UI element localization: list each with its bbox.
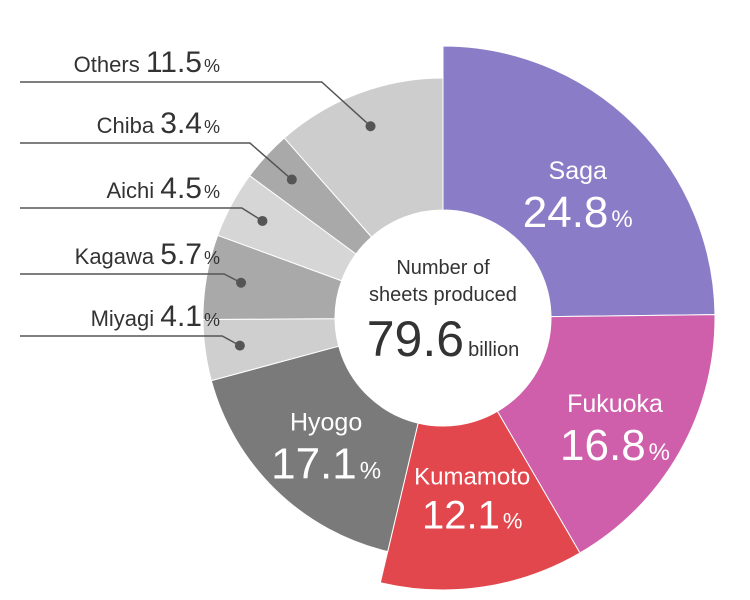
leader-dot-kagawa — [236, 277, 247, 288]
leader-line-others — [20, 81, 372, 127]
center-text: Number of sheets produced 79.6 billion — [367, 257, 519, 367]
leader-dot-others — [365, 121, 376, 132]
slice-label-kumamoto: Kumamoto — [414, 464, 530, 491]
leader-group — [20, 81, 376, 351]
leader-label-aichi: Aichi 4.5% — [106, 172, 220, 205]
center-total-value: 79.6 — [367, 311, 464, 367]
center-total-unit: billion — [468, 339, 519, 361]
center-caption-line2: sheets produced — [369, 284, 517, 306]
center-total: 79.6 billion — [367, 311, 519, 367]
leader-line-kagawa — [20, 273, 242, 284]
leader-dot-aichi — [257, 215, 268, 226]
leader-line-chiba — [20, 142, 293, 181]
slice-value-hyogo: 17.1% — [271, 440, 381, 489]
leader-label-others: Others 11.5% — [74, 46, 220, 79]
slice-group — [202, 45, 716, 591]
slice-label-hyogo: Hyogo — [290, 409, 362, 437]
leader-label-miyagi: Miyagi 4.1% — [91, 300, 220, 333]
slice-others — [283, 77, 444, 238]
slice-label-fukuoka: Fukuoka — [567, 390, 663, 418]
leader-dot-miyagi — [234, 340, 245, 351]
label-group: Saga 24.8 % Fukuoka 16.8 % Kumamoto 12.1 % Hyogo 1… — [74, 46, 670, 538]
slice-value-saga: 24.8% — [523, 188, 633, 237]
leader-line-miyagi — [20, 335, 241, 347]
slice-value-fukuoka: 16.8% — [560, 421, 670, 470]
donut-hole — [335, 210, 551, 426]
center-caption-line1: Number of — [396, 257, 490, 279]
leader-label-kagawa: Kagawa 5.7% — [75, 238, 220, 271]
leader-line-aichi — [20, 207, 263, 222]
slice-value-kumamoto: 12.1% — [422, 494, 522, 538]
leader-label-chiba: Chiba 3.4% — [97, 107, 220, 140]
leader-dot-chiba — [286, 174, 297, 185]
slice-label-saga: Saga — [549, 157, 607, 185]
